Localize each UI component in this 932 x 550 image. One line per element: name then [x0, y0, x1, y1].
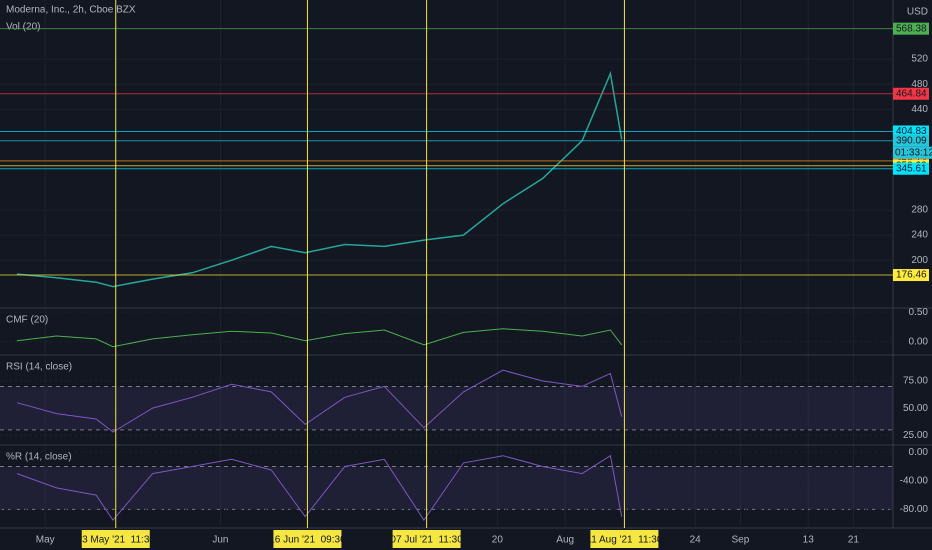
- y-tick-label: 520: [911, 54, 928, 65]
- marker-label-box: [590, 530, 659, 548]
- y-tick-label: 0.00: [909, 337, 929, 348]
- price-label-box: [893, 134, 929, 147]
- marker-label-box: [392, 530, 461, 548]
- x-tick-label: Aug: [556, 535, 574, 546]
- volume-label: Vol (20): [6, 22, 40, 33]
- price-label-box: [893, 87, 929, 100]
- y-tick-label: 240: [911, 230, 928, 241]
- y-tick-label: 25.00: [903, 430, 928, 441]
- marker-label: 07 Jul '21 11:30: [390, 535, 463, 546]
- y-tick-label: 0.00: [909, 447, 929, 458]
- y-tick-label: 75.00: [903, 376, 928, 387]
- price-label: 464.84: [896, 88, 927, 99]
- price-label-box: [893, 162, 929, 175]
- marker-label: 11 Aug '21 11:30: [586, 535, 662, 546]
- x-tick-label: 20: [492, 535, 504, 546]
- price-label: 404.83: [896, 126, 927, 137]
- x-tick-label: 21: [848, 535, 860, 546]
- pane-title: %R (14, close): [6, 452, 72, 463]
- marker-label: 16 Jun '21 09:30: [269, 535, 346, 546]
- y-tick-label: 280: [911, 205, 928, 216]
- x-tick-label: 13: [803, 535, 815, 546]
- y-tick-label: 0.50: [909, 307, 929, 318]
- x-tick-label: May: [36, 535, 55, 546]
- symbol: Moderna, Inc., 2h, Cboe BZX: [6, 5, 136, 16]
- price-label: 390.09: [896, 135, 927, 146]
- price-label-box: [893, 125, 929, 138]
- y-tick-label: 440: [911, 104, 928, 115]
- y-tick-label: -40.00: [900, 475, 929, 486]
- pane-title: CMF (20): [6, 315, 48, 326]
- x-tick-label: Jun: [212, 535, 228, 546]
- countdown-box: [893, 146, 932, 159]
- series-line: [16, 454, 623, 521]
- price-label: 176.46: [896, 270, 927, 281]
- y-tick-label: 480: [911, 79, 928, 90]
- y-tick-label: 50.00: [903, 403, 928, 414]
- y-tick-label: -80.00: [900, 504, 929, 515]
- marker-label-box: [81, 530, 150, 548]
- currency: USD: [907, 7, 928, 18]
- marker-label: 13 May '21 11:30: [77, 535, 156, 546]
- marker-label-box: [273, 530, 342, 548]
- price-label-box: [893, 269, 929, 282]
- x-tick-label: 24: [690, 535, 702, 546]
- series-line: [16, 328, 623, 348]
- series-line: [16, 369, 623, 433]
- x-tick-label: Sep: [732, 535, 750, 546]
- countdown: 01:33:12: [895, 147, 932, 158]
- price-label-box: [893, 22, 929, 35]
- pane-title: RSI (14, close): [6, 362, 72, 373]
- series-line: [16, 70, 623, 288]
- price-label: 345.61: [896, 163, 927, 174]
- y-tick-label: 200: [911, 255, 928, 266]
- price-label: 568.38: [896, 23, 927, 34]
